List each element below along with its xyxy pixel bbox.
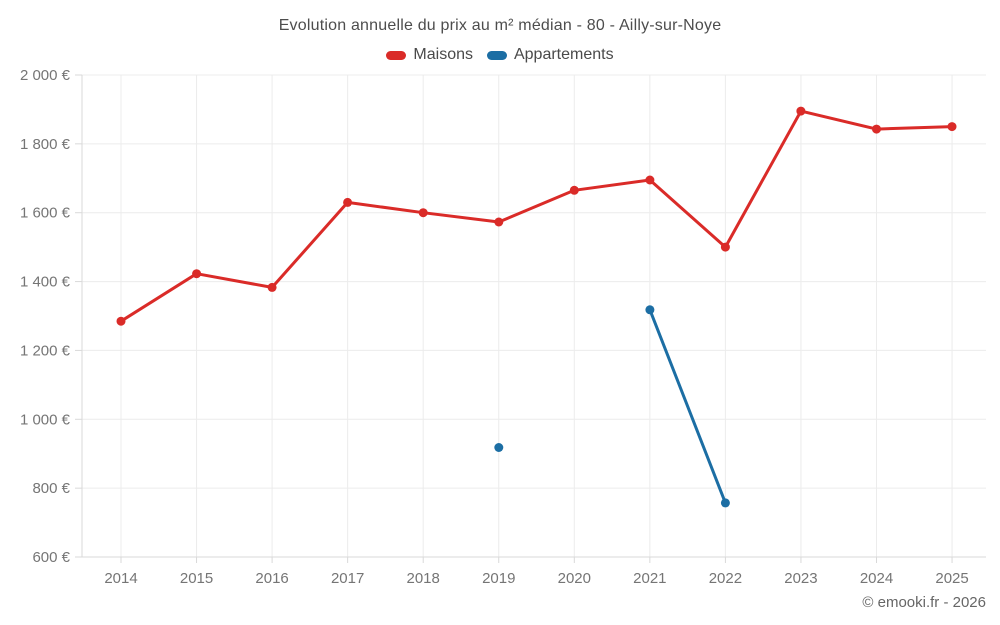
data-point-maisons-2021[interactable] bbox=[645, 175, 655, 185]
appartements-series-swatch-icon bbox=[486, 50, 507, 60]
y-tick-label: 600 € bbox=[32, 549, 70, 566]
series-line-maisons bbox=[119, 109, 954, 323]
data-point-maisons-2023[interactable] bbox=[796, 106, 806, 116]
data-point-maisons-2018[interactable] bbox=[418, 208, 428, 218]
x-tick-label: 2018 bbox=[407, 570, 440, 587]
y-tick-label: 1 400 € bbox=[20, 274, 71, 291]
data-point-maisons-2025[interactable] bbox=[947, 122, 957, 132]
data-point-maisons-2016[interactable] bbox=[267, 282, 277, 292]
x-tick-label: 2019 bbox=[482, 570, 515, 587]
x-tick-label: 2024 bbox=[860, 570, 893, 587]
chart-title: Evolution annuelle du prix au m² médian … bbox=[278, 17, 722, 34]
data-point-appartements-2021[interactable] bbox=[645, 305, 655, 315]
y-tick-label: 1 800 € bbox=[20, 136, 71, 153]
x-tick-label: 2015 bbox=[180, 570, 213, 587]
y-tick-label: 1 000 € bbox=[20, 411, 71, 428]
x-tick-label: 2016 bbox=[255, 570, 288, 587]
copyright: © emooki.fr - 2026 bbox=[862, 594, 986, 611]
legend: Maisons Appartements bbox=[0, 46, 1000, 64]
data-point-maisons-2024[interactable] bbox=[872, 124, 881, 134]
x-tick-label: 2022 bbox=[709, 570, 742, 587]
legend-label-maisons: Maisons bbox=[413, 46, 473, 63]
x-tick-label: 2021 bbox=[633, 570, 666, 587]
y-tick-label: 2 000 € bbox=[20, 67, 71, 84]
data-point-maisons-2020[interactable] bbox=[569, 185, 579, 195]
y-tick-label: 1 600 € bbox=[20, 205, 71, 222]
x-tick-label: 2020 bbox=[558, 570, 591, 587]
y-tick-label: 800 € bbox=[32, 480, 70, 497]
y-tick-label: 1 200 € bbox=[20, 342, 71, 359]
data-point-maisons-2019[interactable] bbox=[494, 217, 504, 227]
x-tick-label: 2017 bbox=[331, 570, 364, 587]
data-point-appartements-2022[interactable] bbox=[720, 498, 730, 508]
data-point-maisons-2017[interactable] bbox=[343, 197, 353, 207]
x-tick-label: 2014 bbox=[104, 570, 137, 587]
legend-item-maisons[interactable]: Maisons bbox=[386, 46, 473, 64]
maisons-series-swatch-icon bbox=[386, 50, 407, 60]
data-point-appartements-2019[interactable] bbox=[494, 443, 504, 452]
data-point-maisons-2014[interactable] bbox=[116, 316, 126, 326]
legend-label-appartements: Appartements bbox=[513, 46, 614, 63]
data-point-maisons-2022[interactable] bbox=[720, 242, 730, 252]
x-tick-label: 2023 bbox=[784, 570, 817, 587]
legend-item-appartements[interactable]: Appartements bbox=[486, 46, 614, 64]
data-point-maisons-2015[interactable] bbox=[192, 269, 202, 279]
x-tick-label: 2025 bbox=[935, 570, 968, 587]
series-line-appartements bbox=[648, 308, 727, 505]
